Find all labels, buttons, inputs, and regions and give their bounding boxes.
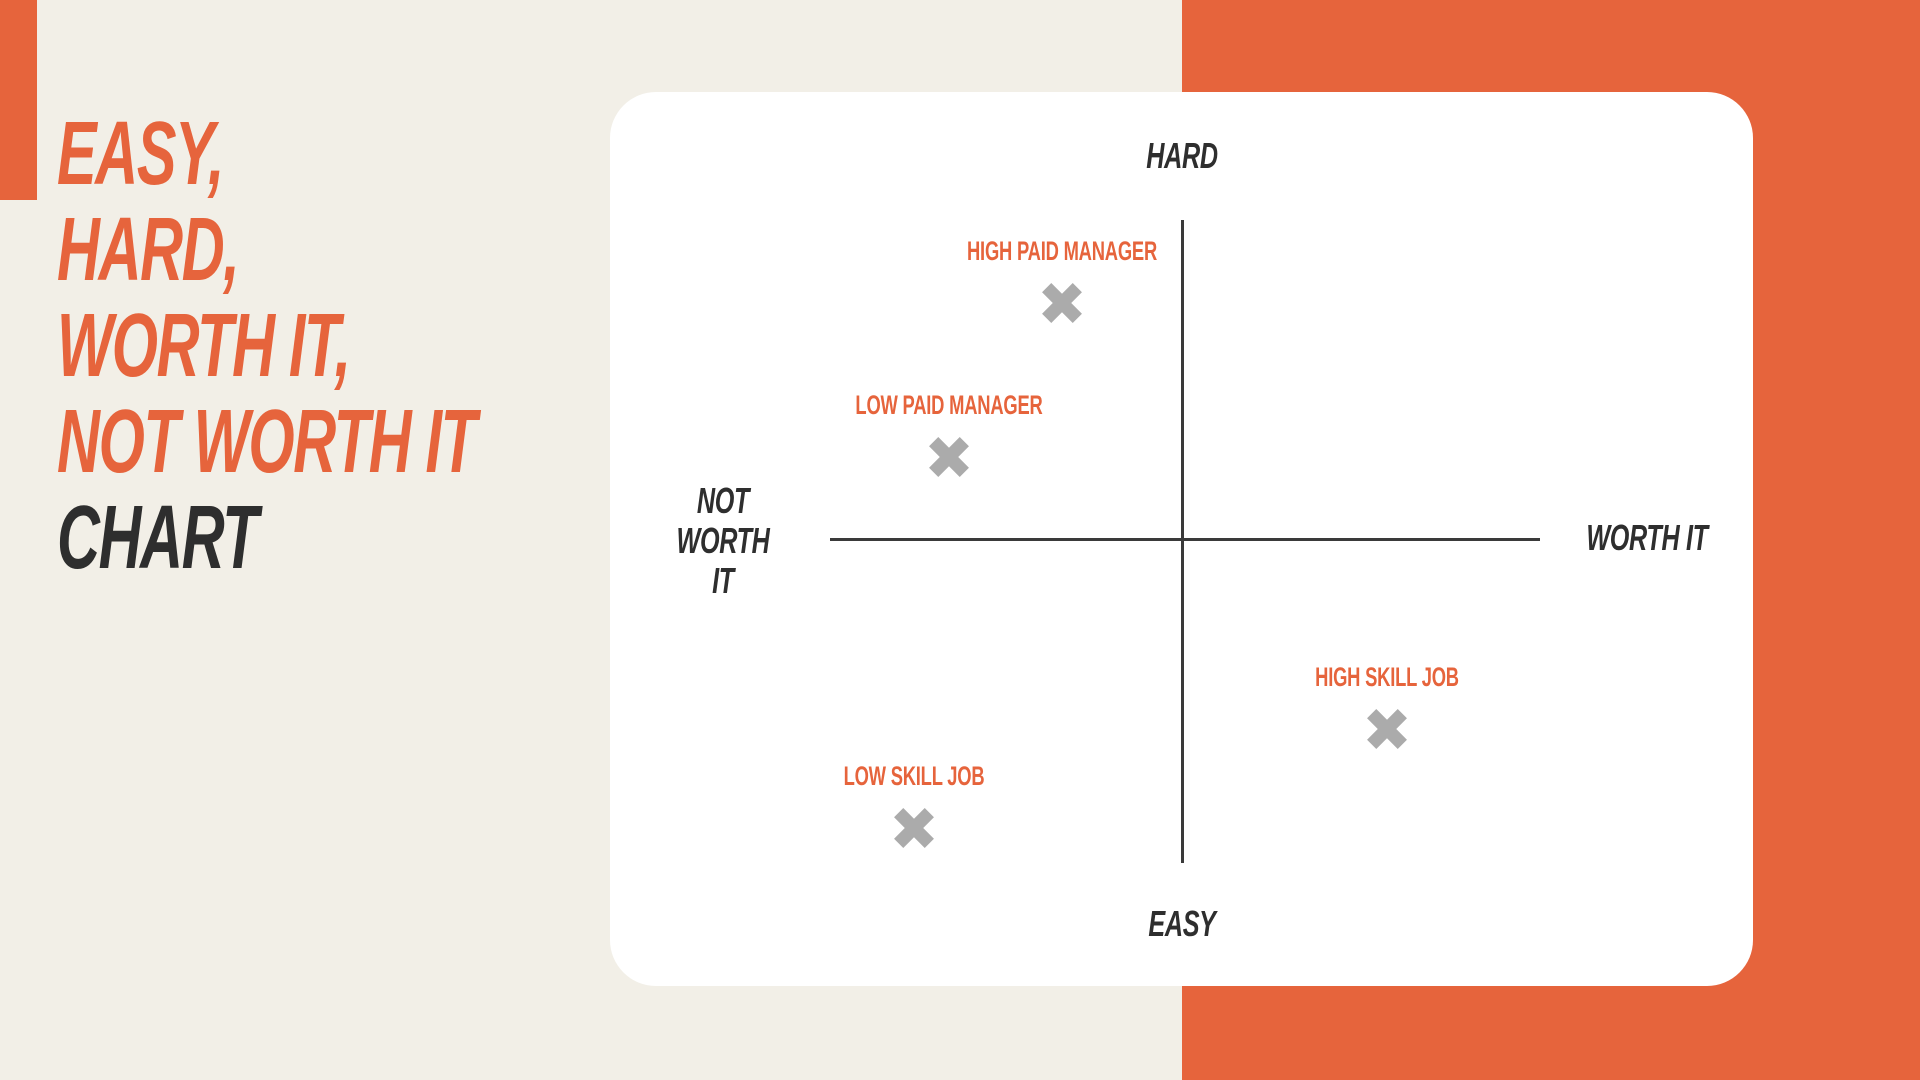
x-marker-icon	[929, 436, 969, 477]
title-line-worth-it: WORTH IT,	[57, 296, 351, 396]
data-point-label: LOW SKILL JOB	[843, 761, 985, 791]
axis-label-worth-it-text: WORTH IT	[1586, 517, 1708, 558]
axis-label-not-worth-it: NOT WORTH IT	[623, 481, 823, 601]
x-marker-icon	[893, 808, 934, 848]
data-point-label: LOW PAID MANAGER	[855, 389, 1043, 420]
title-line-hard: HARD,	[57, 200, 240, 300]
axis-label-worth-it: WORTH IT	[1560, 518, 1733, 558]
x-marker-icon	[1042, 283, 1082, 324]
x-marker-icon	[1366, 708, 1407, 749]
data-point: LOW SKILL JOB	[843, 761, 984, 851]
data-point: HIGH PAID MANAGER	[967, 236, 1157, 326]
data-point-label: HIGH SKILL JOB	[1314, 661, 1459, 692]
top-left-accent-bar	[0, 0, 37, 200]
title-line-not-worth: NOT WORTH IT	[57, 392, 477, 492]
data-point-label: HIGH PAID MANAGER	[966, 236, 1157, 267]
page-title: EASY, HARD, WORTH IT, NOT WORTH IT CHART	[57, 104, 477, 588]
axis-label-hard: HARD	[1131, 136, 1233, 176]
vertical-axis-line	[1181, 220, 1184, 863]
chart-card: HARD EASY NOT WORTH IT WORTH IT HIGH PAI…	[610, 92, 1753, 986]
title-line-chart: CHART	[57, 488, 259, 588]
data-point: HIGH SKILL JOB	[1315, 662, 1459, 752]
axis-label-not-worth-it-text: NOT WORTH IT	[676, 480, 770, 601]
title-line-easy: EASY,	[57, 104, 225, 204]
axis-label-easy-text: EASY	[1148, 903, 1216, 944]
data-point: LOW PAID MANAGER	[855, 390, 1043, 480]
points-layer: HIGH PAID MANAGER LOW PAID MANAGER HIGH SK…	[610, 92, 1753, 986]
axis-label-hard-text: HARD	[1146, 135, 1218, 176]
horizontal-axis-line	[830, 538, 1540, 541]
axis-label-easy: EASY	[1134, 904, 1230, 944]
